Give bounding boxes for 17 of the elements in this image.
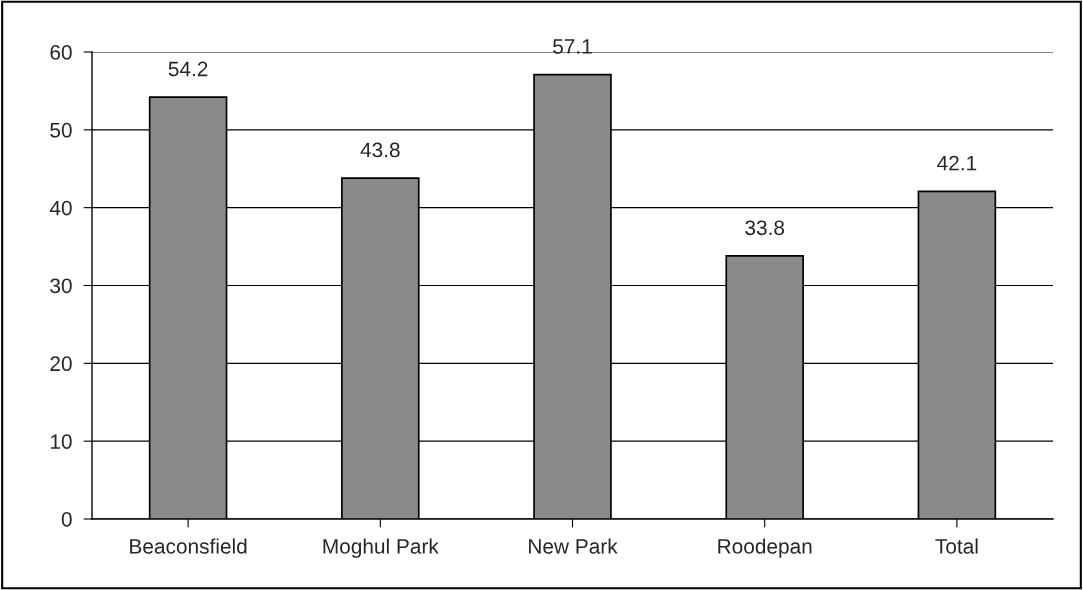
x-tick-label: Moghul Park: [323, 538, 439, 558]
data-label: 57.1: [553, 39, 592, 54]
y-tick-label: 0: [61, 512, 72, 527]
x-tick-label: Total: [935, 538, 978, 554]
data-label: 43.8: [360, 142, 400, 158]
y-tick-label: 40: [49, 200, 72, 216]
y-tick-label: 30: [50, 278, 72, 294]
y-tick-label: 60: [50, 45, 72, 60]
data-label: 42.1: [937, 155, 977, 171]
data-label: 54.2: [168, 61, 208, 77]
data-label: 33.8: [745, 220, 785, 236]
y-tick-label: 20: [50, 356, 72, 372]
y-tick-label: 50: [50, 122, 72, 138]
x-tick-label: Roodepan: [718, 538, 812, 558]
y-tick-label: 10: [50, 434, 72, 449]
x-tick-label: Beaconsfield: [130, 538, 247, 554]
x-tick-label: New Park: [529, 538, 618, 554]
